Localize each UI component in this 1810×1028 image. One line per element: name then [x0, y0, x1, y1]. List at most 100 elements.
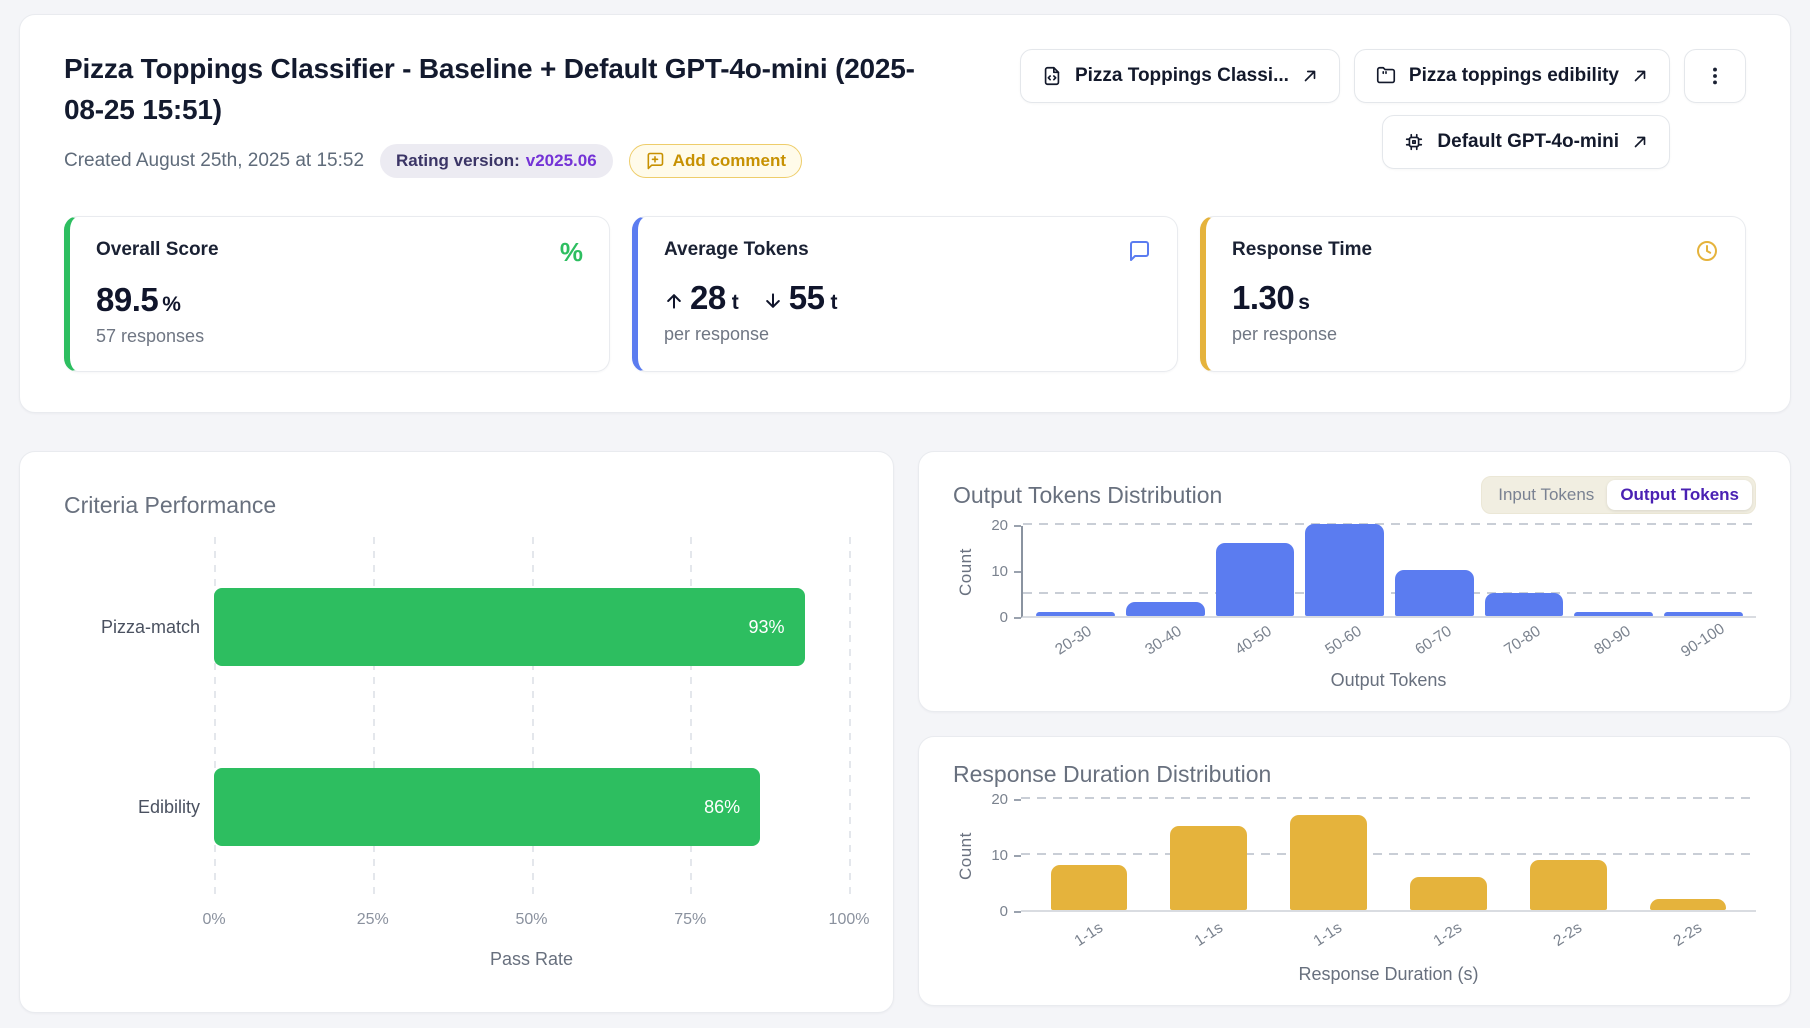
- chart-title: Output Tokens Distribution: [953, 481, 1223, 508]
- dataset-link-button[interactable]: Pizza toppings edibility: [1353, 49, 1670, 103]
- y-tick-label: 0: [999, 609, 1008, 627]
- header-links: Pizza Toppings Classi... Pizza: [1019, 49, 1746, 169]
- bar-slot: [1508, 859, 1628, 911]
- output-tokens-chart: Count 0 10 20 20-30 30-40 40-50 50-60 60-70 70-…: [953, 517, 1756, 695]
- x-tick-label: 0%: [202, 911, 226, 929]
- down-arrow-icon: [763, 291, 783, 316]
- bar-slot: [1569, 611, 1659, 617]
- gridline: [214, 537, 216, 898]
- bar-slot: [1269, 815, 1389, 911]
- metric-unit: s: [1298, 291, 1310, 315]
- chart-title: Criteria Performance: [64, 492, 277, 519]
- gridline: [1021, 853, 1756, 856]
- x-tick-slot: 1-1s: [1269, 916, 1389, 964]
- metric-label: Overall Score: [96, 239, 219, 261]
- category-label: Pizza-match: [100, 616, 200, 637]
- bar-slot: [1388, 876, 1508, 911]
- page-title: Pizza Toppings Classifier - Baseline + D…: [64, 53, 915, 125]
- clock-icon: [1695, 239, 1719, 263]
- x-tick-slot: 2-2s: [1508, 916, 1628, 964]
- y-axis-label: Count: [956, 548, 975, 597]
- criteria-performance-card: Criteria Performance Pizza-match Edibilit…: [19, 451, 894, 1014]
- metric-value: 1.30: [1232, 279, 1295, 317]
- response-time-card: Response Time 1.30 s per response: [1200, 216, 1746, 373]
- bar-slot: [1149, 826, 1269, 911]
- bar: 93%: [214, 588, 805, 667]
- x-axis-label: Output Tokens: [1330, 670, 1447, 691]
- bar: [1050, 865, 1128, 911]
- comment-plus-icon: [645, 151, 665, 171]
- bar-slot: [1658, 611, 1748, 617]
- bar-row: 86%: [214, 717, 849, 897]
- metric-value: 89.5: [96, 281, 159, 319]
- bar: 86%: [214, 768, 761, 847]
- x-tick-label: 80-90: [1591, 622, 1635, 659]
- x-tick-label: 50-60: [1322, 622, 1365, 659]
- toggle-input-tokens[interactable]: Input Tokens: [1498, 485, 1595, 505]
- bar: [1649, 899, 1727, 911]
- rating-version-badge: Rating version: v2025.06: [380, 144, 613, 179]
- bar-row: 93%: [214, 537, 849, 717]
- metrics-row: Overall Score % 89.5 % 57 responses Aver…: [64, 216, 1746, 373]
- model-link-button[interactable]: Default GPT-4o-mini: [1382, 115, 1670, 169]
- bar: [1663, 611, 1743, 617]
- run-summary-card: Pizza Toppings Classifier - Baseline + D…: [19, 14, 1791, 414]
- model-link-label: Default GPT-4o-mini: [1437, 131, 1619, 152]
- x-tick-slot: 30-40: [1119, 622, 1209, 670]
- bar-slot: [1479, 593, 1569, 617]
- overall-score-card: Overall Score % 89.5 % 57 responses: [64, 216, 610, 373]
- metric-label: Response Time: [1232, 239, 1373, 261]
- x-tick-label: 2-2s: [1550, 919, 1586, 951]
- bar: [1290, 815, 1367, 911]
- output-tokens-unit: t: [830, 291, 838, 315]
- bar: [1574, 611, 1653, 617]
- kebab-menu-icon: [1704, 65, 1726, 87]
- x-tick-slot: 40-50: [1209, 622, 1299, 670]
- gridline: [1023, 523, 1756, 526]
- bar-slot: [1031, 611, 1121, 617]
- bar: [1215, 542, 1295, 617]
- prompt-link-button[interactable]: Pizza Toppings Classi...: [1019, 49, 1340, 103]
- bar-value-label: 86%: [704, 796, 741, 817]
- gridline: [690, 537, 693, 898]
- input-tokens-value: 28: [690, 279, 726, 317]
- chart-title: Response Duration Distribution: [953, 761, 1272, 788]
- add-comment-button[interactable]: Add comment: [628, 144, 803, 179]
- gridline: [531, 537, 534, 898]
- file-code-icon: [1041, 65, 1063, 87]
- up-arrow-icon: [664, 291, 684, 316]
- x-tick-slot: 70-80: [1478, 622, 1568, 670]
- bar: [1036, 611, 1116, 617]
- category-label: Edibility: [137, 796, 200, 817]
- x-tick-slot: 2-2s: [1628, 916, 1748, 964]
- metric-unit: %: [162, 293, 181, 317]
- y-tick-mark: [1014, 855, 1021, 858]
- x-tick-slot: 80-90: [1568, 622, 1658, 670]
- bar: [1126, 602, 1205, 617]
- x-tick-label: 75%: [674, 911, 707, 929]
- more-menu-button[interactable]: [1684, 49, 1746, 103]
- y-tick-mark: [1014, 571, 1021, 574]
- gridline: [849, 537, 851, 898]
- bar: [1410, 876, 1487, 911]
- average-tokens-card: Average Tokens 28 t: [632, 216, 1178, 373]
- gridline: [372, 537, 375, 898]
- x-tick-slot: 1-1s: [1149, 916, 1269, 964]
- x-tick-slot: 1-2s: [1388, 916, 1508, 964]
- output-tokens-value: 55: [788, 279, 825, 317]
- created-timestamp: Created August 25th, 2025 at 15:52: [64, 150, 365, 172]
- external-link-icon: [1631, 133, 1649, 151]
- input-tokens-unit: t: [731, 291, 739, 315]
- prompt-link-label: Pizza Toppings Classi...: [1074, 65, 1289, 86]
- x-tick-slot: 60-70: [1389, 622, 1479, 670]
- external-link-icon: [1631, 67, 1649, 85]
- x-tick-label: 1-1s: [1071, 919, 1106, 951]
- add-comment-label: Add comment: [672, 151, 787, 171]
- x-axis-label: Pass Rate: [489, 949, 574, 970]
- x-tick-label: 20-30: [1052, 622, 1095, 659]
- bar-slot: [1210, 542, 1300, 617]
- rating-version-label: Rating version:: [396, 151, 520, 171]
- toggle-output-tokens[interactable]: Output Tokens: [1607, 480, 1752, 511]
- bar-value-label: 93%: [748, 616, 785, 637]
- x-tick-label: 40-50: [1232, 622, 1275, 659]
